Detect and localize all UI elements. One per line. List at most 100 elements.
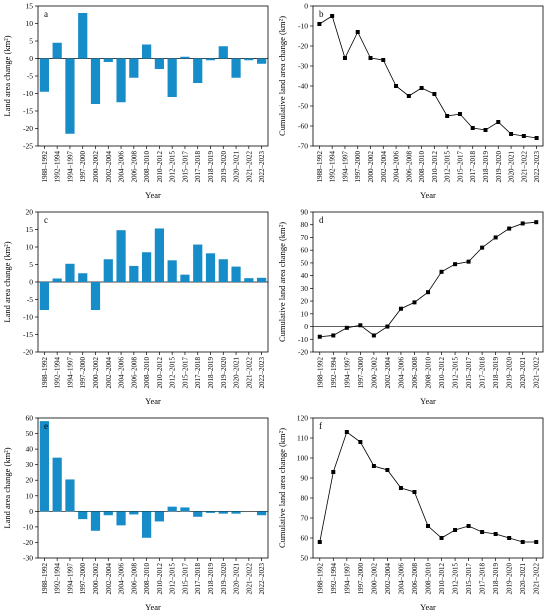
x-tick-label: 2020–2021 — [508, 150, 516, 182]
x-tick-label: 2012–2015 — [452, 563, 460, 595]
x-tick-label: 2017–2018 — [194, 151, 202, 183]
plot-frame — [312, 5, 544, 147]
bar — [129, 511, 139, 515]
bar — [78, 13, 88, 59]
x-tick-label: 2020–2021 — [233, 150, 241, 182]
x-tick-label: 1994–1997 — [343, 563, 351, 595]
x-tick-label: 2010–2012 — [156, 357, 164, 389]
x-tick-label: 2010–2012 — [156, 151, 164, 183]
y-axis-label: Cumulative land area change (km²) — [277, 428, 287, 548]
y-tick-label: -5 — [27, 72, 33, 81]
y-tick-label: -30 — [298, 62, 308, 71]
bar — [218, 511, 228, 514]
y-tick-label: -10 — [298, 335, 308, 344]
marker — [331, 470, 336, 474]
marker — [453, 262, 458, 267]
y-tick-label: 40 — [301, 271, 309, 280]
marker — [385, 324, 390, 329]
marker — [453, 528, 458, 532]
marker — [483, 128, 488, 132]
bar — [78, 273, 88, 282]
bar — [65, 479, 75, 512]
bar — [116, 230, 126, 282]
marker — [520, 540, 525, 544]
x-tick-label: 1988–1992 — [316, 357, 324, 389]
x-tick-label: 2021–2022 — [245, 150, 253, 182]
x-tick-label: 2018–2019 — [492, 357, 500, 389]
bar — [167, 506, 177, 512]
x-axis-label: Year — [420, 190, 436, 200]
bar — [167, 58, 177, 97]
x-tick-label: 2021–2022 — [520, 150, 528, 182]
x-tick-label: 1997–2000 — [354, 151, 362, 183]
x-tick-label: 2017–2018 — [194, 357, 202, 389]
x-tick-label: 2019–2020 — [495, 151, 503, 183]
y-tick-label: 10 — [26, 19, 34, 28]
marker — [534, 220, 539, 225]
y-tick-label: -15 — [23, 330, 33, 339]
y-axis-label: Land area change (km²) — [2, 241, 12, 322]
bar — [205, 511, 216, 513]
y-tick-label: 30 — [301, 284, 309, 293]
bar — [193, 244, 203, 282]
marker — [480, 530, 485, 534]
y-tick-label: -10 — [23, 89, 33, 98]
bar — [78, 511, 88, 520]
x-tick-label: 2010–2012 — [156, 563, 164, 595]
x-tick-label: 2010–2012 — [438, 563, 446, 595]
y-tick-label: 60 — [26, 414, 34, 423]
marker — [317, 540, 322, 544]
bar — [205, 58, 216, 61]
bar — [52, 42, 62, 59]
bar — [129, 265, 139, 282]
bar — [218, 46, 228, 59]
x-tick-label: 2004–2006 — [118, 151, 126, 183]
line — [319, 15, 537, 139]
x-tick-label: 2017–2018 — [469, 151, 477, 183]
marker — [381, 58, 386, 62]
bar — [244, 278, 254, 282]
x-tick-label: 2019–2020 — [220, 563, 228, 595]
marker — [521, 134, 526, 138]
y-tick-label: -15 — [23, 107, 33, 116]
x-tick-label: 1994–1997 — [341, 151, 349, 183]
y-tick-label: -60 — [298, 122, 308, 131]
bar — [39, 282, 49, 310]
x-axis-label: Year — [145, 396, 161, 406]
panel: -25 -20 -15 -10 -5 0 5 10 15 1988–1992 1992–1994 19… — [2, 2, 269, 200]
marker — [344, 430, 349, 434]
x-tick-label: 2002–2004 — [105, 563, 113, 595]
x-tick-label: 1988–1992 — [41, 151, 49, 183]
y-tick-label: -10 — [23, 313, 33, 322]
x-tick-label: 2000–2002 — [92, 151, 100, 183]
marker — [317, 22, 322, 26]
bar — [52, 457, 62, 512]
y-tick-label: 70 — [301, 233, 309, 242]
x-axis-label: Year — [145, 602, 161, 612]
x-tick-label: 2006–2008 — [411, 357, 419, 389]
marker — [371, 333, 376, 338]
x-tick-label: 2012–2015 — [444, 151, 452, 183]
bar — [231, 266, 241, 282]
y-tick-label: 15 — [26, 2, 34, 11]
x-tick-label: 2000–2002 — [92, 563, 100, 595]
bar — [103, 58, 113, 62]
marker — [507, 536, 512, 540]
y-tick-label: 15 — [26, 225, 34, 234]
y-tick-label: -70 — [298, 142, 308, 151]
plot-frame — [312, 417, 544, 559]
y-tick-label: 90 — [301, 474, 309, 483]
x-tick-label: 2000–2002 — [370, 357, 378, 389]
x-tick-label: 2020–2021 — [233, 357, 241, 389]
x-tick-label: 2018–2019 — [482, 151, 490, 183]
marker — [385, 468, 390, 472]
y-tick-label: 60 — [301, 534, 309, 543]
marker — [342, 56, 347, 60]
x-tick-label: 2012–2015 — [169, 357, 177, 389]
bar — [244, 58, 254, 61]
bar — [142, 252, 152, 282]
bar — [103, 259, 113, 282]
y-tick-label: -20 — [298, 42, 308, 51]
plot-frame — [37, 5, 269, 147]
marker — [412, 300, 417, 305]
